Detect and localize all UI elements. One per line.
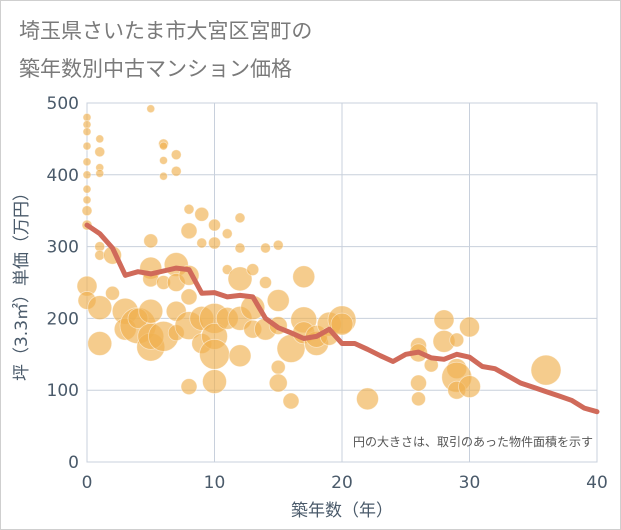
bubble-point xyxy=(433,309,455,331)
bubble-point xyxy=(180,288,198,306)
bubbles-layer xyxy=(76,104,562,411)
bubble-point xyxy=(159,156,168,165)
bubble-point xyxy=(410,374,427,392)
bubble-point xyxy=(81,205,93,217)
y-tick-label: 500 xyxy=(47,94,79,114)
bubble-point xyxy=(202,369,227,394)
bubble-point xyxy=(170,165,182,177)
bubble-point xyxy=(159,141,168,151)
x-tick-label: 40 xyxy=(586,473,608,493)
bubble-point xyxy=(180,378,198,396)
bubble-point xyxy=(282,392,300,410)
bubble-point xyxy=(266,289,290,312)
bubble-point xyxy=(94,146,106,158)
bubble-point xyxy=(87,331,113,356)
x-tick-label: 10 xyxy=(204,473,226,493)
bubble-point xyxy=(138,298,164,324)
bubble-point xyxy=(196,237,208,249)
bubble-point xyxy=(270,359,286,375)
y-tick-label: 300 xyxy=(47,238,79,258)
bubble-point xyxy=(199,338,230,370)
bubble-point xyxy=(105,285,120,301)
bubble-point xyxy=(449,332,465,348)
bubble-point xyxy=(227,266,253,292)
bubble-point xyxy=(180,222,198,240)
bubble-point xyxy=(458,375,481,399)
bubble-point xyxy=(272,239,284,251)
chart-title-line-2: 築年数別中古マンション価格 xyxy=(19,57,292,81)
bubble-point xyxy=(183,203,195,215)
bubble-point xyxy=(530,354,562,386)
y-tick-label: 100 xyxy=(47,381,79,401)
bubble-point xyxy=(170,149,182,161)
bubble-point xyxy=(82,170,92,180)
bubble-point xyxy=(208,236,221,250)
bubble-point xyxy=(208,218,221,232)
bubble-point xyxy=(268,373,288,393)
x-axis-title: 築年数（年） xyxy=(291,501,393,521)
x-tick-label: 20 xyxy=(331,473,353,493)
bubble-point xyxy=(292,265,316,289)
bubble-point xyxy=(159,171,168,181)
y-tick-label: 200 xyxy=(47,309,79,329)
bubble-point xyxy=(82,141,92,151)
bubble-point xyxy=(259,276,272,289)
bubble-point xyxy=(82,184,92,194)
bubble-point xyxy=(234,242,246,254)
bubble-point xyxy=(194,206,210,222)
x-tick-label: 30 xyxy=(459,473,481,493)
y-tick-label: 0 xyxy=(68,453,79,473)
bubble-point xyxy=(87,295,113,321)
bubble-point xyxy=(82,127,92,137)
bubble-point xyxy=(228,344,252,368)
bubble-point xyxy=(82,157,92,167)
bubble-point xyxy=(146,104,156,114)
bubble-point xyxy=(95,134,105,144)
bubble-point xyxy=(221,228,233,240)
x-tick-label: 0 xyxy=(82,473,93,493)
bubble-point xyxy=(260,242,271,254)
bubble-point xyxy=(411,391,426,407)
bubble-point xyxy=(330,312,354,336)
bubble-point xyxy=(459,316,480,338)
bubble-point xyxy=(95,168,105,178)
bubble-point xyxy=(246,263,260,276)
y-axis-title: 坪（3.3㎡）単価（万円） xyxy=(12,184,32,381)
bubble-point xyxy=(234,212,246,224)
bubble-size-note: 円の大きさは、取引のあった物件面積を示す xyxy=(353,434,593,449)
chart-title-line-1: 埼玉県さいたま市大宮区宮町の xyxy=(19,19,313,43)
x-tick-labels: 0 10 20 30 40 xyxy=(82,473,608,493)
bubble-point xyxy=(143,233,159,249)
y-tick-label: 400 xyxy=(47,166,79,186)
y-tick-labels: 0 100 200 300 400 500 xyxy=(47,94,79,473)
trend-line xyxy=(84,222,600,415)
bubble-point xyxy=(356,387,379,411)
bubble-point xyxy=(82,195,92,205)
